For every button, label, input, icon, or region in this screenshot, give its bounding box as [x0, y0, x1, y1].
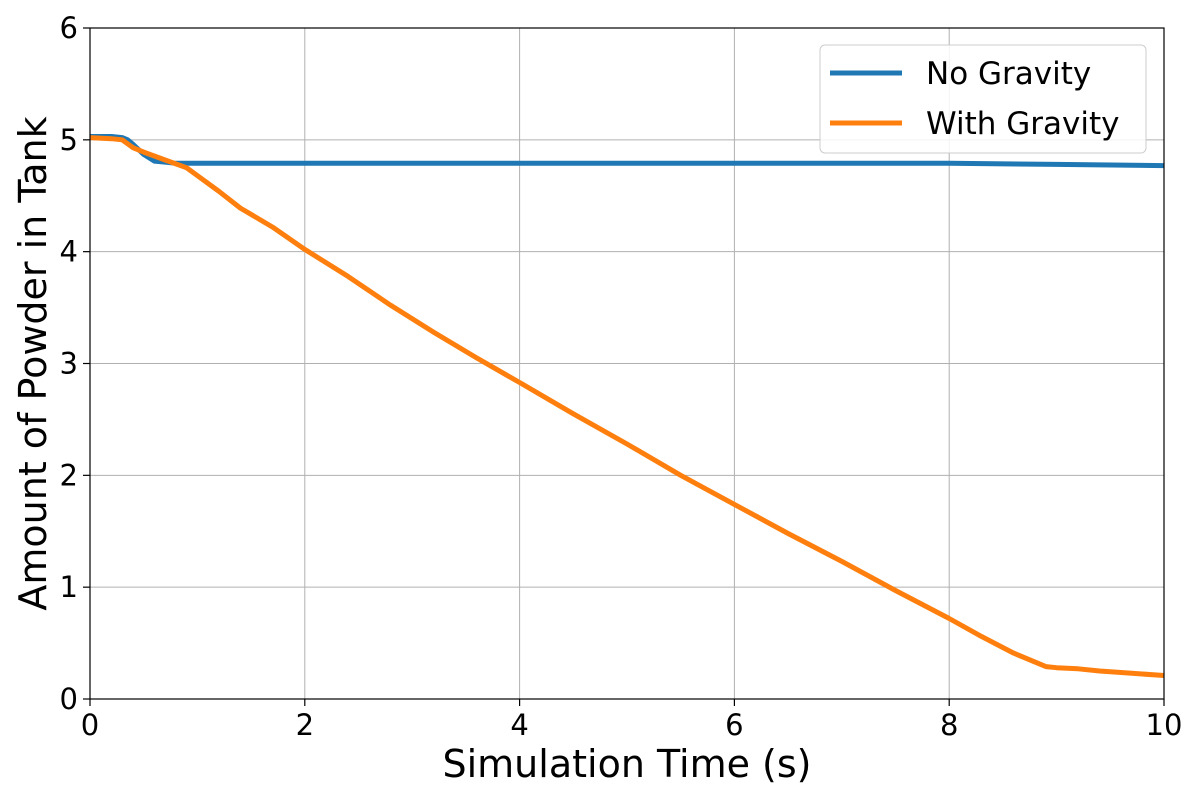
- x-tick-label-1: 2: [296, 708, 314, 742]
- y-tick-label-2: 2: [60, 458, 78, 492]
- x-axis-label: Simulation Time (s): [442, 742, 811, 786]
- x-tick-label-0: 0: [81, 708, 99, 742]
- y-tick-label-3: 3: [60, 347, 78, 381]
- legend-label-1: With Gravity: [926, 106, 1119, 142]
- series-line-1: [89, 135, 1165, 678]
- y-tick-label-5: 5: [60, 123, 78, 157]
- y-tick-label-0: 0: [60, 682, 78, 716]
- series-lines: [89, 134, 1165, 678]
- x-tick-label-4: 8: [940, 708, 958, 742]
- axis-ticks: 0 2 4 6 8 10 0 1 2 3 4 5 6: [60, 11, 1183, 742]
- x-tick-label-5: 10: [1146, 708, 1183, 742]
- y-tick-label-6: 6: [60, 11, 78, 45]
- x-tick-label-2: 4: [510, 708, 528, 742]
- legend-label-0: No Gravity: [926, 56, 1091, 92]
- y-tick-label-4: 4: [60, 235, 78, 269]
- y-axis-label: Amount of Powder in Tank: [11, 116, 55, 610]
- y-tick-label-1: 1: [60, 570, 78, 604]
- legend: No Gravity With Gravity: [819, 44, 1147, 154]
- x-tick-label-3: 6: [725, 708, 743, 742]
